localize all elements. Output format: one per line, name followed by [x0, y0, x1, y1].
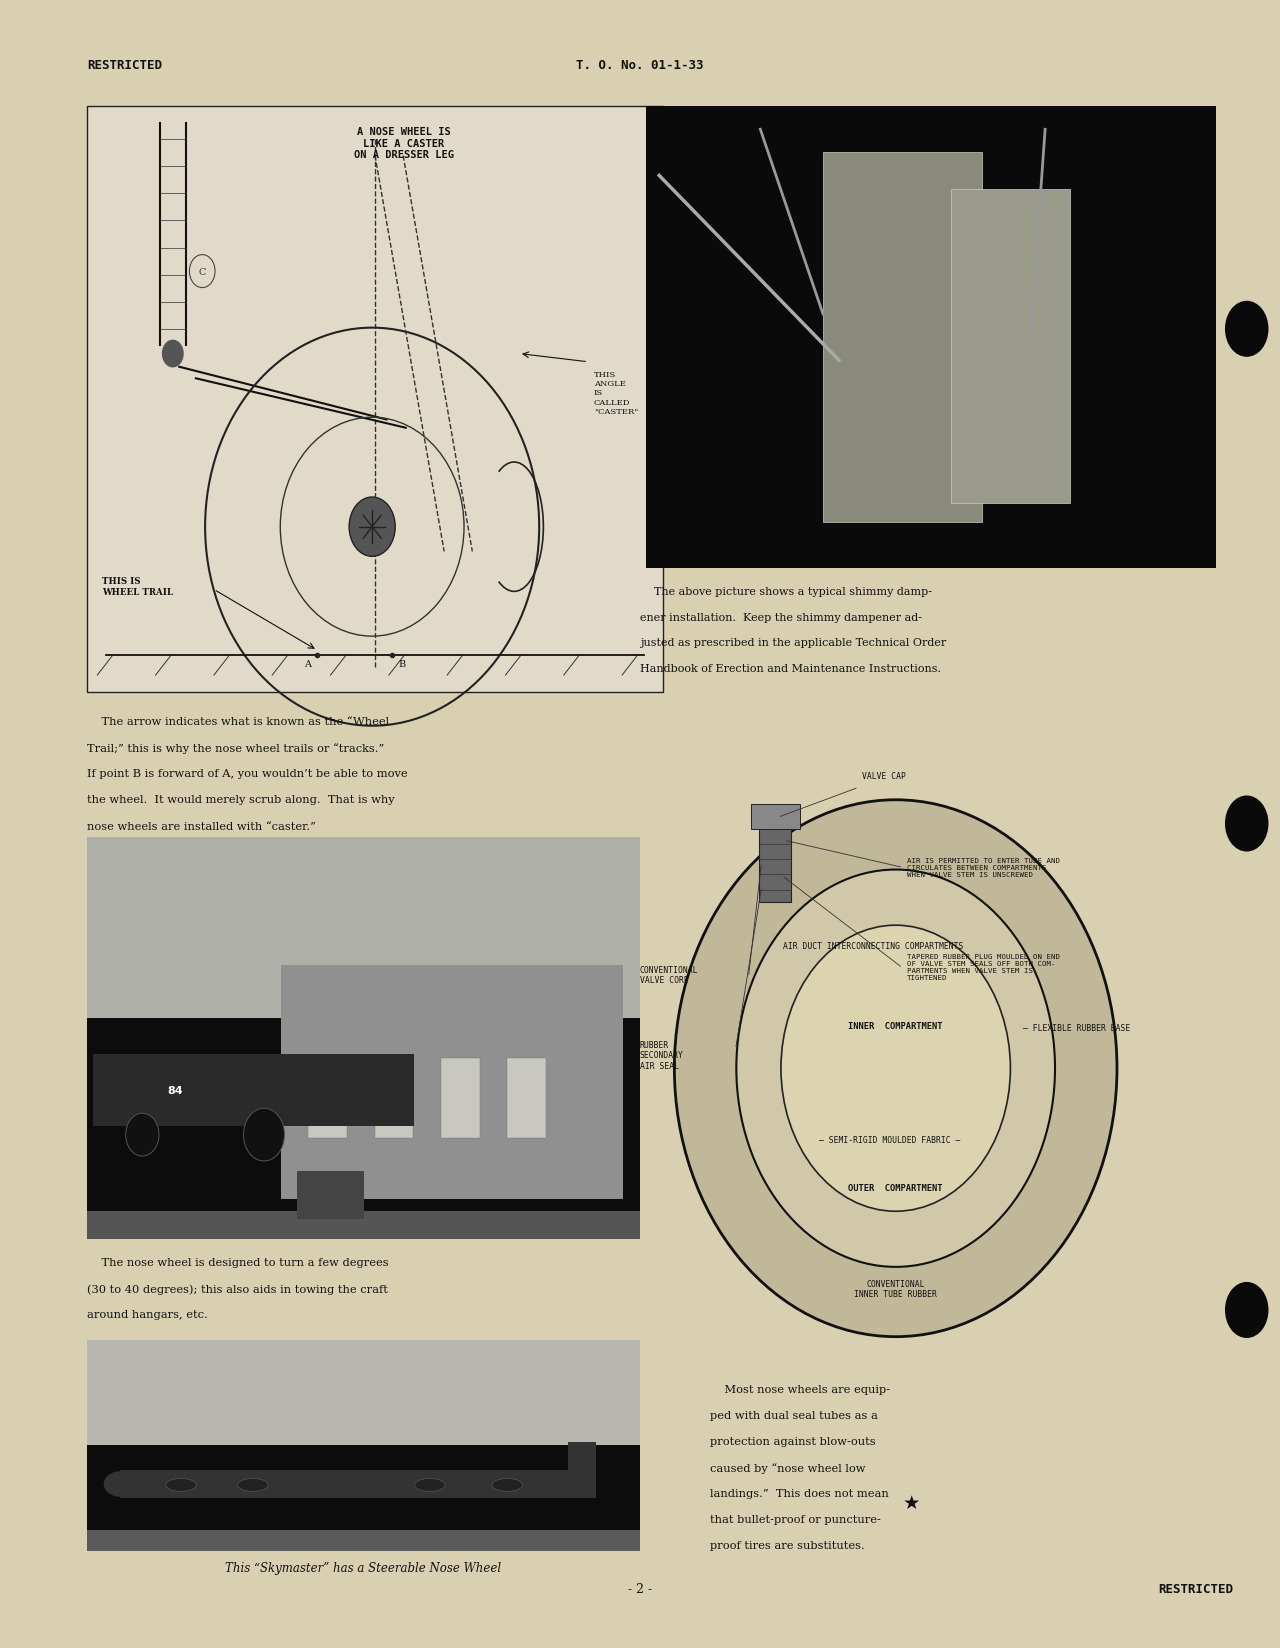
Bar	[87, 1340, 640, 1445]
Text: T. O. No. 01-1-33: T. O. No. 01-1-33	[576, 59, 704, 73]
Text: If point B is forward of A, you wouldn’t be able to move: If point B is forward of A, you wouldn’t…	[87, 770, 407, 780]
Bar	[87, 1211, 640, 1239]
Bar	[646, 107, 1216, 569]
Text: proof tires are substitutes.: proof tires are substitutes.	[710, 1541, 865, 1551]
Text: CONVENTIONAL
VALVE CORE: CONVENTIONAL VALVE CORE	[640, 966, 699, 984]
Bar	[93, 1055, 415, 1127]
Bar	[308, 1058, 347, 1139]
Text: ped with dual seal tubes as a: ped with dual seal tubes as a	[710, 1411, 878, 1421]
Text: RUBBER
SECONDARY
AIR SEAL: RUBBER SECONDARY AIR SEAL	[640, 1040, 684, 1070]
Text: - 2 -: - 2 -	[628, 1582, 652, 1595]
Text: RESTRICTED: RESTRICTED	[1158, 1582, 1234, 1595]
Bar	[297, 1172, 364, 1220]
Text: AIR IS PERMITTED TO ENTER TUBE AND
CIRCULATES BETWEEN COMPARTMENTS
WHEN VALVE ST: AIR IS PERMITTED TO ENTER TUBE AND CIRCU…	[906, 857, 1060, 877]
Text: — FLEXIBLE RUBBER BASE: — FLEXIBLE RUBBER BASE	[1023, 1023, 1130, 1033]
Bar	[87, 1340, 640, 1551]
Bar	[87, 837, 640, 1239]
Text: OUTER  COMPARTMENT: OUTER COMPARTMENT	[849, 1183, 943, 1192]
Bar	[440, 1058, 480, 1139]
Text: THIS IS
WHEEL TRAIL: THIS IS WHEEL TRAIL	[102, 577, 174, 597]
Ellipse shape	[104, 1472, 137, 1496]
Bar	[823, 153, 983, 522]
Ellipse shape	[166, 1478, 196, 1491]
Ellipse shape	[120, 1055, 164, 1127]
Text: Most nose wheels are equip-: Most nose wheels are equip-	[710, 1384, 891, 1394]
Text: justed as prescribed in the applicable Technical Order: justed as prescribed in the applicable T…	[640, 638, 946, 648]
Ellipse shape	[736, 870, 1055, 1267]
Bar	[568, 1442, 595, 1498]
Text: around hangars, etc.: around hangars, etc.	[87, 1310, 207, 1320]
Text: that bullet-proof or puncture-: that bullet-proof or puncture-	[710, 1515, 881, 1524]
Text: caused by “nose wheel low: caused by “nose wheel low	[710, 1462, 865, 1473]
Bar	[951, 190, 1070, 504]
Bar	[120, 1470, 595, 1498]
Bar	[154, 1478, 568, 1488]
Text: nose wheels are installed with “caster.”: nose wheels are installed with “caster.”	[87, 821, 316, 831]
Text: The above picture shows a typical shimmy damp-: The above picture shows a typical shimmy…	[640, 587, 932, 597]
Circle shape	[243, 1109, 284, 1162]
Ellipse shape	[415, 1478, 445, 1491]
Text: THIS
ANGLE
IS
CALLED
"CASTER": THIS ANGLE IS CALLED "CASTER"	[594, 371, 639, 415]
Text: (30 to 40 degrees); this also aids in towing the craft: (30 to 40 degrees); this also aids in to…	[87, 1284, 388, 1294]
Circle shape	[1225, 796, 1268, 852]
Bar	[751, 804, 800, 829]
Text: CONVENTIONAL
INNER TUBE RUBBER: CONVENTIONAL INNER TUBE RUBBER	[854, 1279, 937, 1299]
Bar	[87, 1529, 640, 1551]
Text: ★: ★	[902, 1493, 920, 1513]
Text: B: B	[399, 659, 406, 667]
Text: RESTRICTED: RESTRICTED	[87, 59, 163, 73]
Text: TAPERED RUBBER PLUG MOULDED ON END
OF VALVE STEM SEALS OFF BOTH COM-
PARTMENTS W: TAPERED RUBBER PLUG MOULDED ON END OF VA…	[906, 953, 1060, 981]
Text: C: C	[198, 267, 206, 277]
Text: INNER  COMPARTMENT: INNER COMPARTMENT	[849, 1022, 943, 1030]
Text: — SEMI-RIGID MOULDED FABRIC —: — SEMI-RIGID MOULDED FABRIC —	[819, 1135, 960, 1144]
Text: ener installation.  Keep the shimmy dampener ad-: ener installation. Keep the shimmy dampe…	[640, 611, 922, 623]
Text: The nose wheel is designed to turn a few degrees: The nose wheel is designed to turn a few…	[87, 1257, 389, 1267]
Text: A NOSE WHEEL IS
LIKE A CASTER
ON A DRESSER LEG: A NOSE WHEEL IS LIKE A CASTER ON A DRESS…	[353, 127, 454, 160]
Circle shape	[1225, 1282, 1268, 1338]
Ellipse shape	[238, 1478, 268, 1491]
Text: The arrow indicates what is known as the “Wheel: The arrow indicates what is known as the…	[87, 717, 389, 727]
Text: A: A	[305, 659, 311, 667]
Text: protection against blow-outs: protection against blow-outs	[710, 1437, 876, 1447]
Circle shape	[163, 341, 183, 368]
Text: 84: 84	[168, 1086, 183, 1096]
Bar	[87, 837, 640, 1018]
Circle shape	[349, 498, 396, 557]
Text: This “Skymaster” has a Steerable Nose Wheel: This “Skymaster” has a Steerable Nose Wh…	[225, 1561, 502, 1574]
Bar	[87, 107, 663, 692]
Bar	[507, 1058, 547, 1139]
Text: VALVE CAP: VALVE CAP	[863, 771, 906, 781]
Circle shape	[1225, 302, 1268, 358]
Text: AIR DUCT INTERCONNECTING COMPARTMENTS: AIR DUCT INTERCONNECTING COMPARTMENTS	[782, 941, 963, 949]
Text: Trail;” this is why the nose wheel trails or “tracks.”: Trail;” this is why the nose wheel trail…	[87, 743, 384, 753]
Bar	[375, 1058, 413, 1139]
Circle shape	[125, 1114, 159, 1157]
Ellipse shape	[492, 1478, 522, 1491]
Text: the wheel.  It would merely scrub along.  That is why: the wheel. It would merely scrub along. …	[87, 794, 394, 804]
Text: landings.”  This does not mean: landings.” This does not mean	[710, 1488, 890, 1498]
Text: Handbook of Erection and Maintenance Instructions.: Handbook of Erection and Maintenance Ins…	[640, 662, 941, 674]
Bar	[280, 966, 623, 1200]
Ellipse shape	[675, 801, 1117, 1337]
Ellipse shape	[781, 926, 1010, 1211]
Bar	[759, 817, 791, 901]
